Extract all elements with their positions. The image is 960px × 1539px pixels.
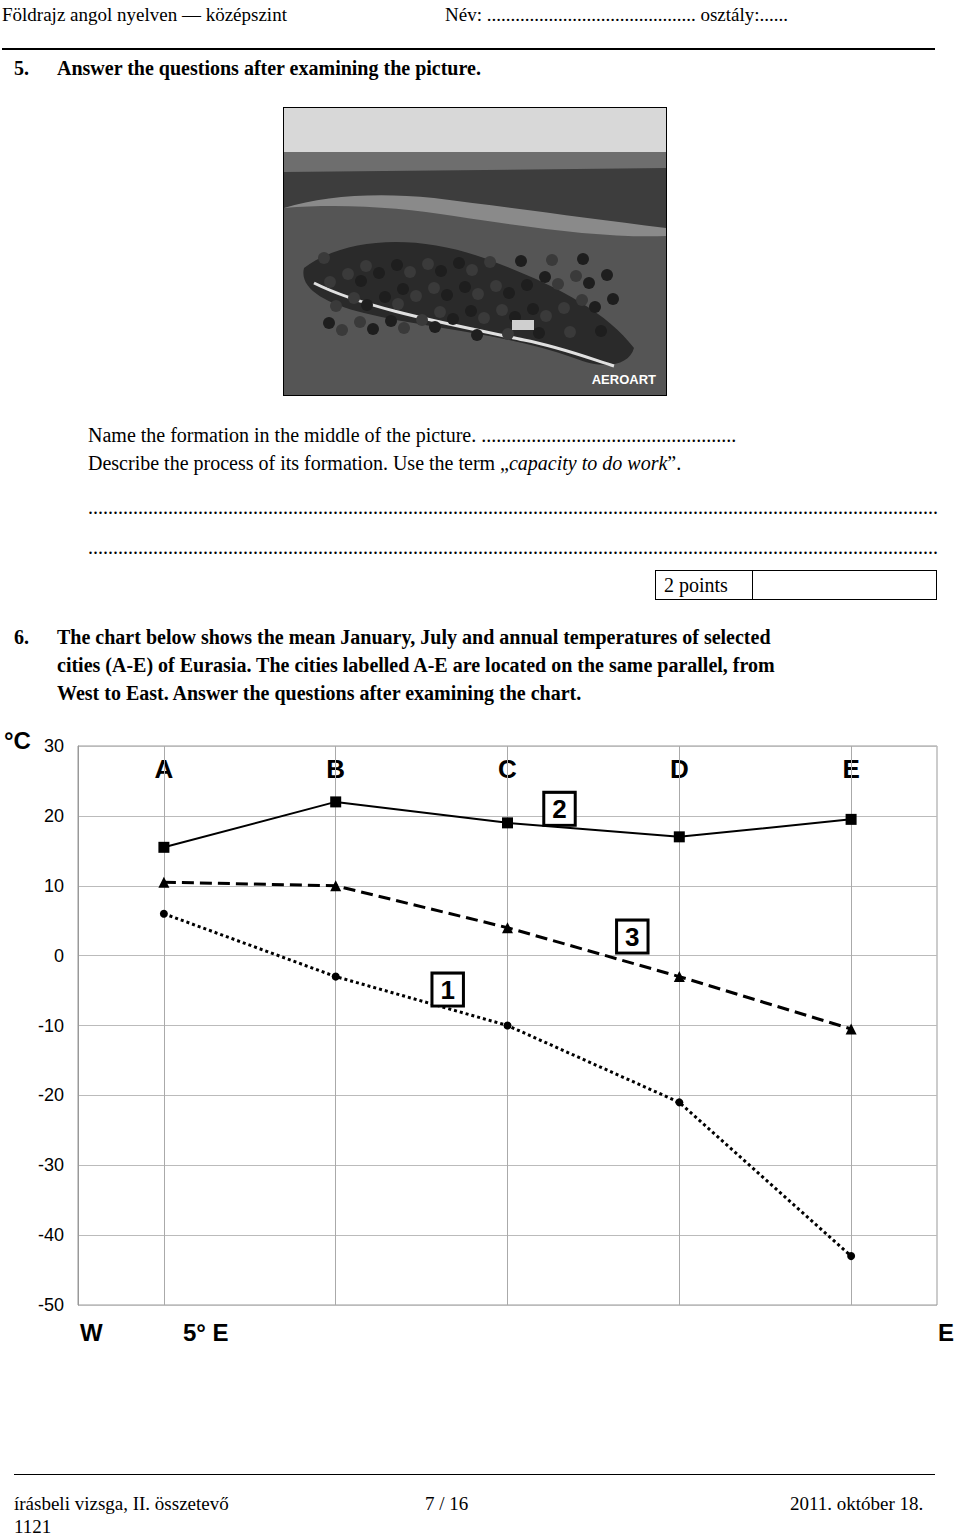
html-text:6.: 6.: [14, 626, 29, 648]
svg-text:5° E: 5° E: [183, 1319, 229, 1346]
svg-text:20: 20: [44, 806, 64, 826]
svg-text:3: 3: [625, 922, 639, 952]
html-text:2 points: 2 points: [664, 574, 728, 596]
svg-text:10: 10: [44, 876, 64, 896]
html-text:Describe the process of its fo: Describe the process of its formation. U…: [88, 452, 682, 474]
svg-text:0: 0: [54, 946, 64, 966]
svg-text:AEROART: AEROART: [592, 372, 656, 387]
svg-text:2: 2: [552, 794, 566, 824]
html-text:West to East. Answer the quest: West to East. Answer the questions after…: [57, 682, 582, 704]
svg-text:-50: -50: [38, 1295, 64, 1315]
html-text:The chart below shows the mean: The chart below shows the mean January, …: [57, 626, 771, 648]
svg-text:C: C: [498, 754, 517, 784]
svg-text:B: B: [326, 754, 346, 784]
html-text:5.: 5.: [14, 57, 29, 79]
html-text:Név: .........................: Név: ...................................…: [445, 4, 788, 25]
svg-text:D: D: [669, 754, 689, 784]
svg-text:°C: °C: [4, 727, 31, 754]
svg-text:E: E: [842, 754, 860, 784]
svg-text:30: 30: [44, 736, 64, 756]
html-text:írásbeli vizsga, II. összetevő: írásbeli vizsga, II. összetevő: [14, 1493, 229, 1514]
svg-text:-20: -20: [38, 1085, 64, 1105]
html-text:Name the formation in the midd: Name the formation in the middle of the …: [88, 424, 737, 446]
html-text:Földrajz angol nyelven — közép: Földrajz angol nyelven — középszint: [2, 4, 287, 25]
html-text:7 / 16: 7 / 16: [425, 1493, 469, 1514]
html-text:Answer the questions after exa: Answer the questions after examining the…: [57, 57, 481, 79]
svg-text:-40: -40: [38, 1225, 64, 1245]
svg-text:A: A: [154, 754, 174, 784]
svg-text:-10: -10: [38, 1016, 64, 1036]
svg-text:W: W: [80, 1319, 103, 1346]
svg-text:E: E: [938, 1319, 954, 1346]
html-text:cities (A-E) of Eurasia. The c: cities (A-E) of Eurasia. The cities labe…: [57, 654, 775, 676]
svg-text:-30: -30: [38, 1155, 64, 1175]
svg-text:1: 1: [440, 975, 454, 1005]
html-text:2011. október 18.: 2011. október 18.: [790, 1493, 924, 1514]
html-text:1121: 1121: [14, 1516, 52, 1537]
